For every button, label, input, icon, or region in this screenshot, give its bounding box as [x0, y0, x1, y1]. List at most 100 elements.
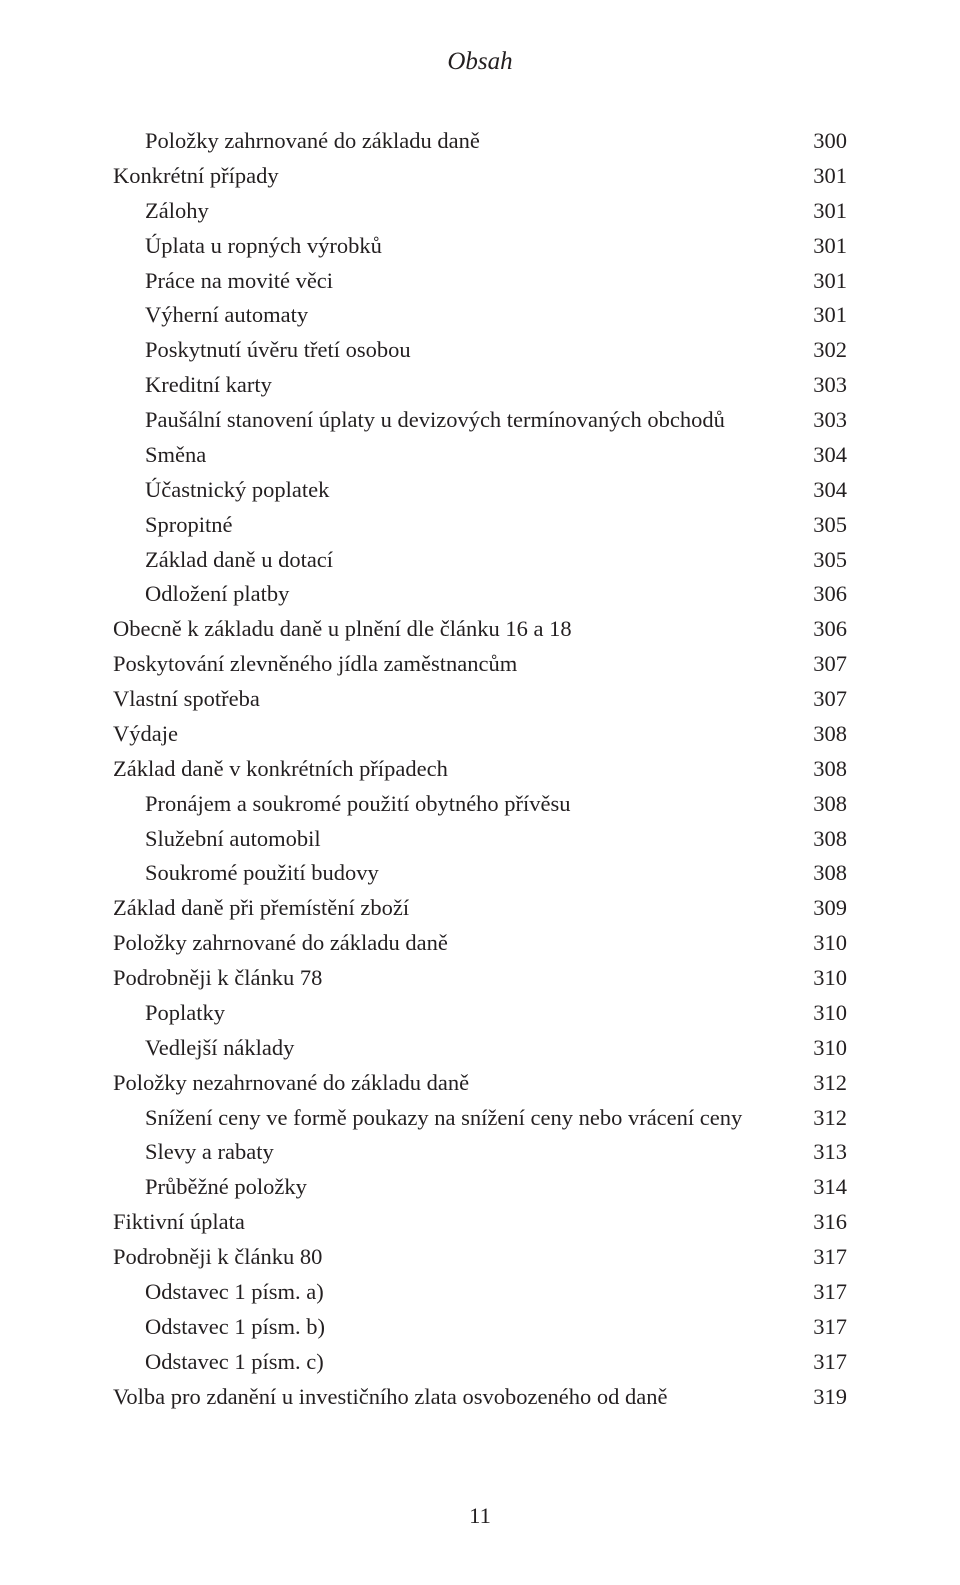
toc-row: Fiktivní úplata 316	[113, 1205, 847, 1240]
toc-label: Konkrétní případy	[113, 159, 279, 194]
toc-page-number: 310	[801, 926, 847, 961]
toc-row: Služební automobil 308	[113, 822, 847, 857]
toc-row: Vlastní spotřeba 307	[113, 682, 847, 717]
toc-page-number: 301	[801, 298, 847, 333]
toc-page-number: 312	[801, 1101, 847, 1136]
toc-row: Účastnický poplatek 304	[113, 473, 847, 508]
toc-page-number: 304	[801, 438, 847, 473]
toc-row: Kreditní karty303	[113, 368, 847, 403]
toc-label: Úplata u ropných výrobků	[113, 229, 382, 264]
toc-page-number: 309	[801, 891, 847, 926]
toc-page-number: 301	[801, 229, 847, 264]
toc-label: Zálohy	[113, 194, 209, 229]
toc-label: Spropitné	[113, 508, 233, 543]
toc-row: Práce na movité věci 301	[113, 264, 847, 299]
toc-label: Podrobněji k článku 78	[113, 961, 322, 996]
page-number: 11	[0, 1503, 960, 1529]
toc-row: Výherní automaty 301	[113, 298, 847, 333]
toc-page-number: 305	[801, 508, 847, 543]
toc-row: Položky zahrnované do základu daně 310	[113, 926, 847, 961]
toc-label: Základ daně u dotací	[113, 543, 333, 578]
toc-row: Volba pro zdanění u investičního zlata o…	[113, 1380, 847, 1415]
toc-label: Podrobněji k článku 80	[113, 1240, 322, 1275]
toc-page-number: 305	[801, 543, 847, 578]
toc-page-number: 302	[801, 333, 847, 368]
toc-label: Poskytování zlevněného jídla zaměstnanců…	[113, 647, 517, 682]
toc-label: Paušální stanovení úplaty u devizových t…	[113, 403, 725, 438]
toc-row: Podrobněji k článku 80 317	[113, 1240, 847, 1275]
toc-page-number: 300	[801, 124, 847, 159]
toc-label: Vlastní spotřeba	[113, 682, 260, 717]
toc-label: Kreditní karty	[113, 368, 272, 403]
toc-page-number: 316	[801, 1205, 847, 1240]
toc-label: Položky zahrnované do základu daně	[113, 926, 448, 961]
toc-page-number: 301	[801, 159, 847, 194]
toc-page-number: 313	[801, 1135, 847, 1170]
toc-label: Slevy a rabaty	[113, 1135, 274, 1170]
page-title: Obsah	[113, 48, 847, 76]
toc-page-number: 308	[801, 856, 847, 891]
toc-label: Pronájem a soukromé použití obytného pří…	[113, 787, 571, 822]
toc-row: Průběžné položky 314	[113, 1170, 847, 1205]
toc-label: Směna	[113, 438, 206, 473]
toc-row: Odložení platby 306	[113, 577, 847, 612]
toc-row: Úplata u ropných výrobků 301	[113, 229, 847, 264]
toc-label: Odstavec 1 písm. a)	[113, 1275, 324, 1310]
toc-list: Položky zahrnované do základu daně300Kon…	[113, 124, 847, 1414]
toc-page-number: 317	[801, 1310, 847, 1345]
toc-row: Slevy a rabaty 313	[113, 1135, 847, 1170]
toc-page-number: 306	[801, 612, 847, 647]
toc-row: Konkrétní případy 301	[113, 159, 847, 194]
toc-row: Základ daně v konkrétních případech308	[113, 752, 847, 787]
toc-row: Snížení ceny ve formě poukazy na snížení…	[113, 1101, 847, 1136]
toc-page-number: 317	[801, 1240, 847, 1275]
toc-page-number: 301	[801, 194, 847, 229]
toc-label: Účastnický poplatek	[113, 473, 329, 508]
toc-page-number: 308	[801, 787, 847, 822]
toc-label: Základ daně v konkrétních případech	[113, 752, 448, 787]
toc-label: Fiktivní úplata	[113, 1205, 245, 1240]
toc-label: Odstavec 1 písm. b)	[113, 1310, 325, 1345]
toc-label: Základ daně při přemístění zboží	[113, 891, 409, 926]
toc-row: Odstavec 1 písm. b) 317	[113, 1310, 847, 1345]
toc-label: Průběžné položky	[113, 1170, 307, 1205]
toc-page-number: 314	[801, 1170, 847, 1205]
toc-row: Paušální stanovení úplaty u devizových t…	[113, 403, 847, 438]
toc-label: Odstavec 1 písm. c)	[113, 1345, 324, 1380]
toc-label: Výdaje	[113, 717, 178, 752]
toc-label: Poplatky	[113, 996, 225, 1031]
toc-page-number: 304	[801, 473, 847, 508]
toc-page-number: 310	[801, 996, 847, 1031]
toc-label: Odložení platby	[113, 577, 289, 612]
toc-row: Odstavec 1 písm. a) 317	[113, 1275, 847, 1310]
toc-label: Práce na movité věci	[113, 264, 333, 299]
toc-label: Volba pro zdanění u investičního zlata o…	[113, 1380, 667, 1415]
toc-row: Obecně k základu daně u plnění dle článk…	[113, 612, 847, 647]
page: Obsah Položky zahrnované do základu daně…	[0, 0, 960, 1585]
toc-row: Výdaje 308	[113, 717, 847, 752]
toc-row: Směna 304	[113, 438, 847, 473]
toc-row: Spropitné 305	[113, 508, 847, 543]
toc-label: Služební automobil	[113, 822, 321, 857]
toc-page-number: 310	[801, 961, 847, 996]
toc-row: Položky zahrnované do základu daně300	[113, 124, 847, 159]
toc-row: Základ daně při přemístění zboží 309	[113, 891, 847, 926]
toc-label: Vedlejší náklady	[113, 1031, 294, 1066]
toc-page-number: 308	[801, 717, 847, 752]
toc-page-number: 301	[801, 264, 847, 299]
toc-page-number: 319	[801, 1380, 847, 1415]
toc-row: Poskytování zlevněného jídla zaměstnanců…	[113, 647, 847, 682]
toc-row: Vedlejší náklady 310	[113, 1031, 847, 1066]
toc-row: Podrobněji k článku 78 310	[113, 961, 847, 996]
toc-page-number: 306	[801, 577, 847, 612]
toc-page-number: 308	[801, 822, 847, 857]
toc-page-number: 307	[801, 682, 847, 717]
toc-label: Položky nezahrnované do základu daně	[113, 1066, 469, 1101]
toc-label: Soukromé použití budovy	[113, 856, 379, 891]
toc-row: Poplatky 310	[113, 996, 847, 1031]
toc-row: Soukromé použití budovy 308	[113, 856, 847, 891]
toc-label: Výherní automaty	[113, 298, 308, 333]
toc-row: Základ daně u dotací 305	[113, 543, 847, 578]
toc-page-number: 310	[801, 1031, 847, 1066]
toc-page-number: 317	[801, 1275, 847, 1310]
